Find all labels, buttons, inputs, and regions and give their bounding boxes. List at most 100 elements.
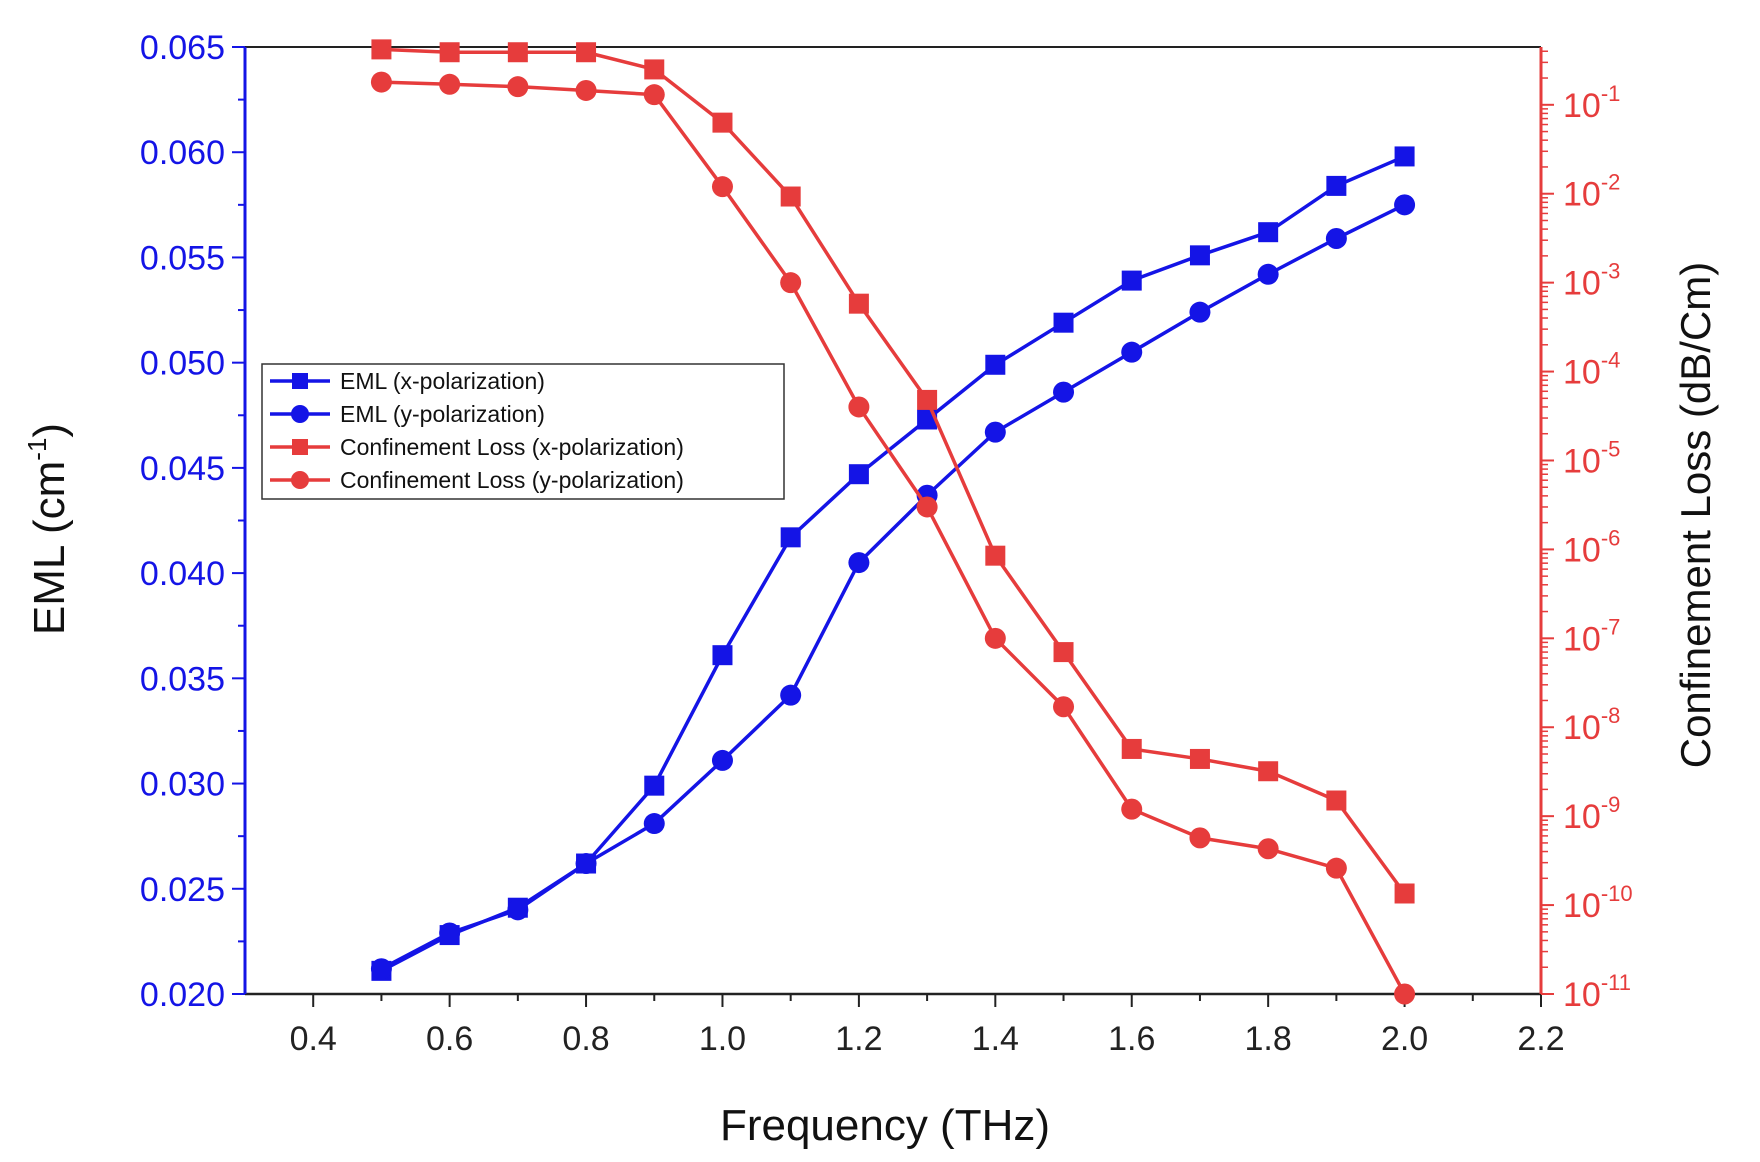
y-right-tick-label: 10-9 — [1563, 792, 1620, 836]
data-point — [1189, 301, 1211, 323]
x-tick-label: 0.4 — [290, 1020, 337, 1058]
data-point — [1121, 270, 1142, 291]
data-point — [1394, 146, 1415, 167]
legend-label: EML (y-polarization) — [340, 401, 545, 427]
y-axis-left-label-sup: -1 — [22, 438, 52, 461]
series-layer — [370, 39, 1416, 1005]
y-left-tick-label: 0.035 — [140, 660, 225, 698]
y-axis-left-label-close: ) — [25, 423, 74, 438]
x-tick-label: 1.6 — [1108, 1020, 1155, 1058]
data-point — [1121, 738, 1142, 759]
data-point — [1325, 857, 1347, 879]
data-point — [848, 552, 870, 574]
legend-entry: Confinement Loss (x-polarization) — [270, 434, 684, 460]
data-point — [916, 496, 938, 518]
x-tick-label: 1.2 — [835, 1020, 882, 1058]
data-point — [507, 899, 529, 921]
data-point — [1258, 761, 1279, 782]
data-point — [1394, 983, 1416, 1005]
data-point — [711, 176, 733, 198]
y-left-tick-label: 0.045 — [140, 450, 225, 488]
legend-label: EML (x-polarization) — [340, 368, 545, 394]
plot-frame — [243, 46, 1543, 996]
data-point — [712, 112, 733, 133]
x-tick-label: 1.0 — [699, 1020, 746, 1058]
data-point — [780, 272, 802, 294]
data-point — [985, 354, 1006, 375]
y-axis-left-label-base: EML (cm — [25, 461, 74, 635]
data-point — [644, 59, 665, 80]
y-right-tick-label: 10-2 — [1563, 170, 1620, 214]
data-point — [643, 813, 665, 835]
legend-label: Confinement Loss (y-polarization) — [340, 467, 684, 493]
data-point — [575, 853, 597, 875]
y-axis-right-label: Confinement Loss (dB/Cm) — [1672, 262, 1719, 769]
data-point — [643, 84, 665, 106]
data-point — [917, 389, 938, 410]
data-point — [1257, 263, 1279, 285]
data-point — [1325, 228, 1347, 250]
data-point — [1189, 827, 1211, 849]
legend-entry: EML (x-polarization) — [270, 368, 545, 394]
data-point — [439, 73, 461, 95]
y-right-tick-label: 10-11 — [1563, 970, 1631, 1014]
data-point — [1189, 748, 1210, 769]
legend-box — [261, 363, 785, 500]
data-point — [1053, 312, 1074, 333]
y-left-tick-label: 0.030 — [140, 766, 225, 804]
data-point — [848, 464, 869, 485]
data-point — [984, 627, 1006, 649]
data-point — [1257, 838, 1279, 860]
data-point — [507, 42, 528, 63]
x-tick-label: 0.8 — [562, 1020, 609, 1058]
y-left-tick-label: 0.060 — [140, 134, 225, 172]
y-left-tick-label: 0.050 — [140, 345, 225, 383]
y-left-tick-label: 0.065 — [140, 29, 225, 67]
y-left-tick-label: 0.020 — [140, 976, 225, 1014]
data-point — [575, 79, 597, 101]
legend-marker-square — [292, 373, 308, 389]
y-axis-left-label: EML (cm-1) — [22, 423, 74, 635]
data-point — [576, 42, 597, 63]
y-right-tick-label: 10-10 — [1563, 881, 1633, 925]
data-point — [1053, 381, 1075, 403]
data-point — [711, 749, 733, 771]
y-left-tick-label: 0.040 — [140, 555, 225, 593]
y-right-tick-label: 10-5 — [1563, 436, 1620, 480]
y-right-tick-label: 10-7 — [1563, 614, 1620, 658]
legend-marker-circle — [291, 405, 309, 423]
data-point — [985, 545, 1006, 566]
data-point — [370, 71, 392, 93]
data-point — [507, 76, 529, 98]
data-point — [1053, 696, 1075, 718]
legend-label: Confinement Loss (x-polarization) — [340, 434, 684, 460]
y-left-tick-label: 0.025 — [140, 871, 225, 909]
y-right-tick-label: 10-8 — [1563, 703, 1620, 747]
data-point — [439, 922, 461, 944]
data-point — [780, 684, 802, 706]
data-point — [1189, 245, 1210, 266]
y-right-tick-label: 10-3 — [1563, 259, 1620, 303]
data-point — [1326, 790, 1347, 811]
data-point — [1394, 194, 1416, 216]
x-axis: 0.4 0.6 0.8 1.0 1.2 1.4 1.6 1.8 2.0 2.2 — [290, 994, 1565, 1058]
data-point — [1121, 341, 1143, 363]
x-tick-label: 1.4 — [972, 1020, 1019, 1058]
data-point — [371, 39, 392, 60]
x-tick-label: 2.2 — [1517, 1020, 1564, 1058]
data-point — [848, 396, 870, 418]
series-confinement-loss-x-polarization — [371, 39, 1415, 904]
legend-marker-circle — [291, 471, 309, 489]
legend-entry: EML (y-polarization) — [270, 401, 545, 427]
data-point — [984, 421, 1006, 443]
x-tick-label: 2.0 — [1381, 1020, 1428, 1058]
legend-marker-square — [292, 439, 308, 455]
data-point — [1394, 883, 1415, 904]
series-confinement-loss-y-polarization — [370, 71, 1416, 1005]
series-eml-y-polarization — [370, 194, 1416, 980]
data-point — [644, 775, 665, 796]
x-tick-label: 1.8 — [1245, 1020, 1292, 1058]
data-point — [1053, 642, 1074, 663]
data-point — [1326, 175, 1347, 196]
